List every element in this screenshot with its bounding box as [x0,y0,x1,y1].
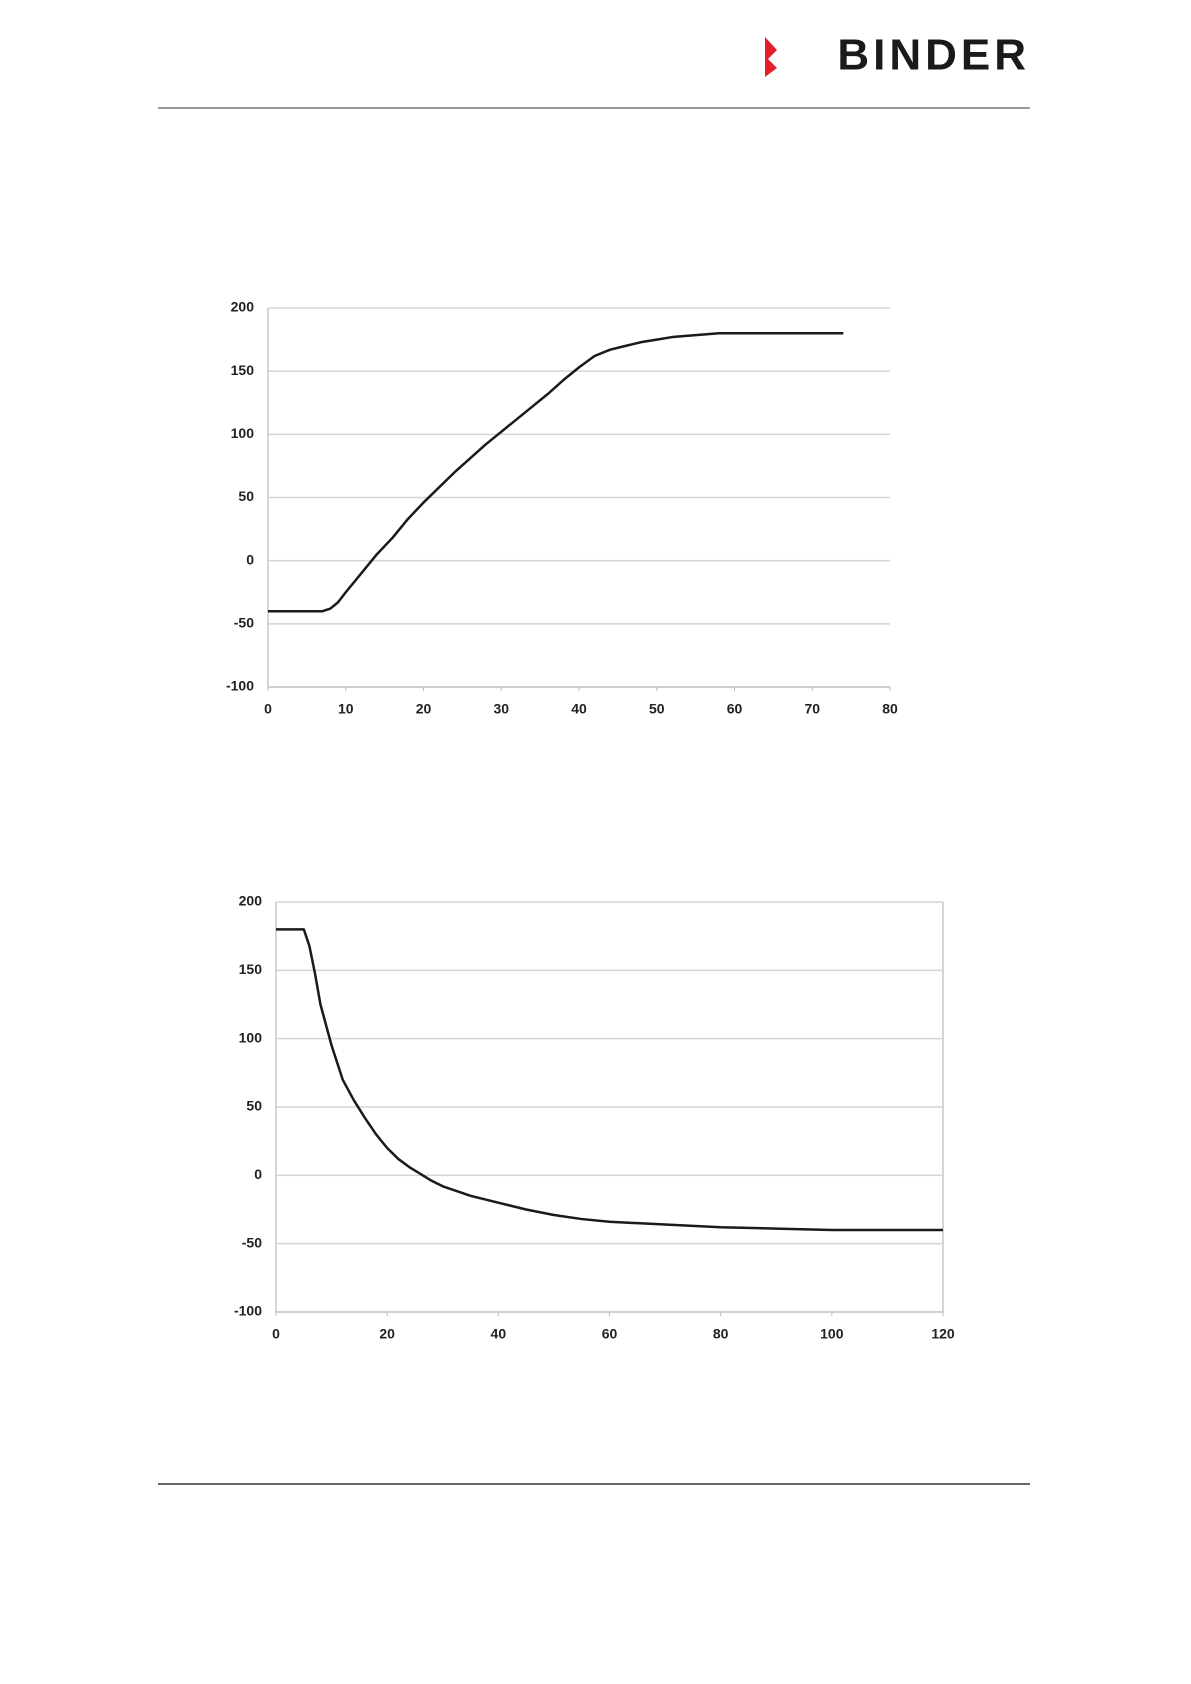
x-tick-label: 60 [602,1326,618,1342]
x-tick-label: 40 [571,701,587,717]
logo-mark [765,56,777,77]
y-tick-label: -100 [234,1303,262,1319]
logo-mark [765,37,777,62]
y-tick-label: 150 [239,961,263,977]
y-tick-label: 200 [231,299,255,315]
x-tick-label: 80 [882,701,898,717]
x-tick-label: 20 [416,701,432,717]
x-tick-label: 0 [264,701,272,717]
x-tick-label: 40 [491,1326,507,1342]
x-tick-label: 30 [493,701,509,717]
logo-text: BINDER [837,31,1030,80]
logo: BINDER [765,31,1030,80]
y-tick-label: 100 [231,425,255,441]
y-tick-label: 150 [231,362,255,378]
x-tick-label: 20 [379,1326,395,1342]
x-tick-label: 10 [338,701,354,717]
y-tick-label: 0 [246,551,254,567]
y-tick-label: -50 [242,1234,262,1250]
data-line [268,332,844,613]
y-tick-label: 100 [239,1029,263,1045]
x-tick-label: 70 [804,701,820,717]
x-tick-label: 50 [649,701,665,717]
y-tick-label: -50 [234,615,254,631]
data-line [276,928,943,1232]
y-tick-label: -100 [226,678,254,694]
x-tick-label: 100 [820,1326,844,1342]
x-tick-label: 60 [727,701,743,717]
y-tick-label: 0 [254,1166,262,1182]
x-tick-label: 80 [713,1326,729,1342]
y-tick-label: 200 [239,893,263,909]
x-tick-label: 0 [272,1326,280,1342]
y-tick-label: 50 [246,1098,262,1114]
y-tick-label: 50 [238,488,254,504]
x-tick-label: 120 [931,1326,955,1342]
